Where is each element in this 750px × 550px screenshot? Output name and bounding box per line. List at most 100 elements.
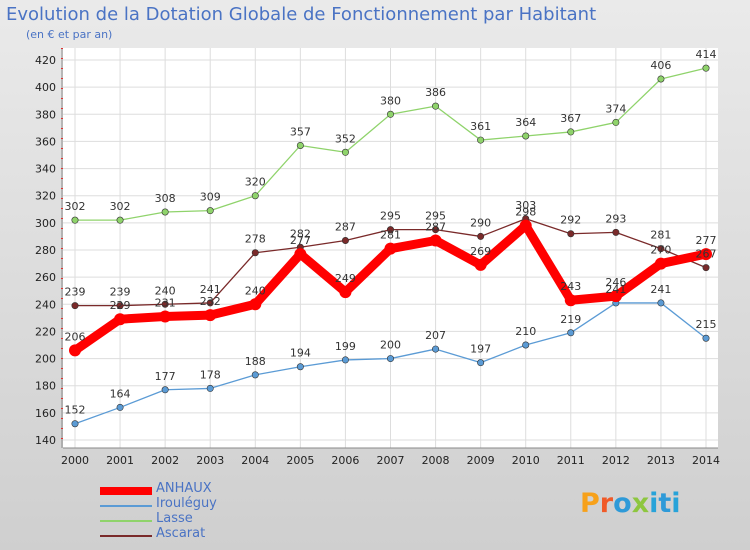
- data-point: [251, 249, 259, 257]
- data-label: 240: [245, 284, 266, 297]
- x-tick-label: 2010: [512, 454, 540, 467]
- data-point: [69, 344, 81, 357]
- data-point: [341, 148, 349, 156]
- y-tick-label: 220: [35, 325, 56, 338]
- data-point: [386, 110, 394, 118]
- data-point: [474, 258, 487, 271]
- y-tick-label: 400: [35, 81, 56, 94]
- data-point: [161, 300, 169, 308]
- y-tick-label: 280: [35, 244, 56, 257]
- logo-letter: i: [671, 488, 681, 519]
- x-tick-label: 2009: [467, 454, 495, 467]
- y-tick-label: 260: [35, 271, 56, 284]
- data-label: 246: [605, 276, 626, 289]
- data-point: [249, 298, 262, 311]
- data-point: [567, 128, 575, 136]
- data-point: [116, 403, 124, 411]
- data-label: 290: [470, 216, 491, 229]
- data-label: 210: [515, 325, 536, 338]
- data-label: 309: [200, 191, 221, 204]
- logo-letter: o: [613, 488, 632, 519]
- x-tick-label: 2011: [557, 454, 585, 467]
- data-label: 231: [155, 297, 176, 310]
- data-point: [206, 207, 214, 215]
- data-point: [429, 234, 442, 247]
- data-label: 194: [290, 347, 311, 360]
- y-tick-label: 240: [35, 298, 56, 311]
- data-point: [294, 248, 307, 261]
- data-point: [702, 64, 710, 72]
- x-tick-label: 2006: [331, 454, 359, 467]
- y-tick-label: 140: [35, 434, 56, 447]
- data-label: 239: [110, 286, 131, 299]
- data-point: [251, 192, 259, 200]
- data-label: 380: [380, 94, 401, 107]
- data-label: 281: [380, 229, 401, 242]
- data-point: [522, 132, 530, 140]
- legend-swatch: [100, 505, 152, 507]
- data-point: [116, 216, 124, 224]
- data-point: [522, 341, 530, 349]
- data-point: [612, 228, 620, 236]
- data-point: [204, 309, 217, 322]
- data-point: [384, 242, 397, 255]
- data-point: [609, 290, 622, 303]
- x-tick-label: 2003: [196, 454, 224, 467]
- data-point: [71, 216, 79, 224]
- logo-letter: i: [649, 488, 659, 519]
- data-label: 178: [200, 368, 221, 381]
- x-tick-label: 2012: [602, 454, 630, 467]
- data-label: 292: [560, 214, 581, 227]
- data-point: [567, 329, 575, 337]
- logo-letter: t: [658, 488, 672, 519]
- data-label: 302: [65, 200, 86, 213]
- data-label: 352: [335, 132, 356, 145]
- data-label: 367: [560, 112, 581, 125]
- data-label: 282: [290, 227, 311, 240]
- data-label: 241: [200, 283, 221, 296]
- data-label: 206: [65, 330, 86, 343]
- data-label: 207: [425, 329, 446, 342]
- data-point: [341, 356, 349, 364]
- chart-title: Evolution de la Dotation Globale de Fonc…: [6, 4, 597, 25]
- data-label: 298: [515, 206, 536, 219]
- chart-subtitle: (en € et par an): [26, 28, 113, 41]
- legend-label: Irouléguy: [156, 496, 217, 511]
- x-tick-label: 2001: [106, 454, 134, 467]
- data-point: [702, 264, 710, 272]
- y-tick-label: 320: [35, 190, 56, 203]
- data-label: 277: [696, 234, 717, 247]
- x-tick-label: 2002: [151, 454, 179, 467]
- data-point: [700, 248, 712, 261]
- data-label: 188: [245, 355, 266, 368]
- data-label: 215: [696, 318, 717, 331]
- data-label: 199: [335, 340, 356, 353]
- data-point: [71, 420, 79, 428]
- data-label: 361: [470, 120, 491, 133]
- data-point: [71, 302, 79, 310]
- data-label: 386: [425, 86, 446, 99]
- data-label: 414: [696, 48, 717, 61]
- data-point: [612, 118, 620, 126]
- data-point: [702, 334, 710, 342]
- logo-letter: r: [599, 488, 614, 519]
- data-point: [657, 299, 665, 307]
- data-label: 295: [380, 210, 401, 223]
- data-point: [654, 257, 667, 270]
- data-label: 200: [380, 339, 401, 352]
- data-label: 243: [560, 280, 581, 293]
- data-point: [432, 102, 440, 110]
- data-label: 270: [650, 244, 671, 257]
- data-label: 267: [696, 248, 717, 261]
- legend-swatch: [100, 535, 152, 537]
- data-point: [477, 232, 485, 240]
- data-label: 364: [515, 116, 536, 129]
- data-label: 229: [110, 299, 131, 312]
- data-point: [161, 386, 169, 394]
- y-tick-label: 300: [35, 217, 56, 230]
- data-label: 357: [290, 126, 311, 139]
- data-label: 287: [335, 221, 356, 234]
- data-label: 320: [245, 176, 266, 189]
- data-point: [386, 226, 394, 234]
